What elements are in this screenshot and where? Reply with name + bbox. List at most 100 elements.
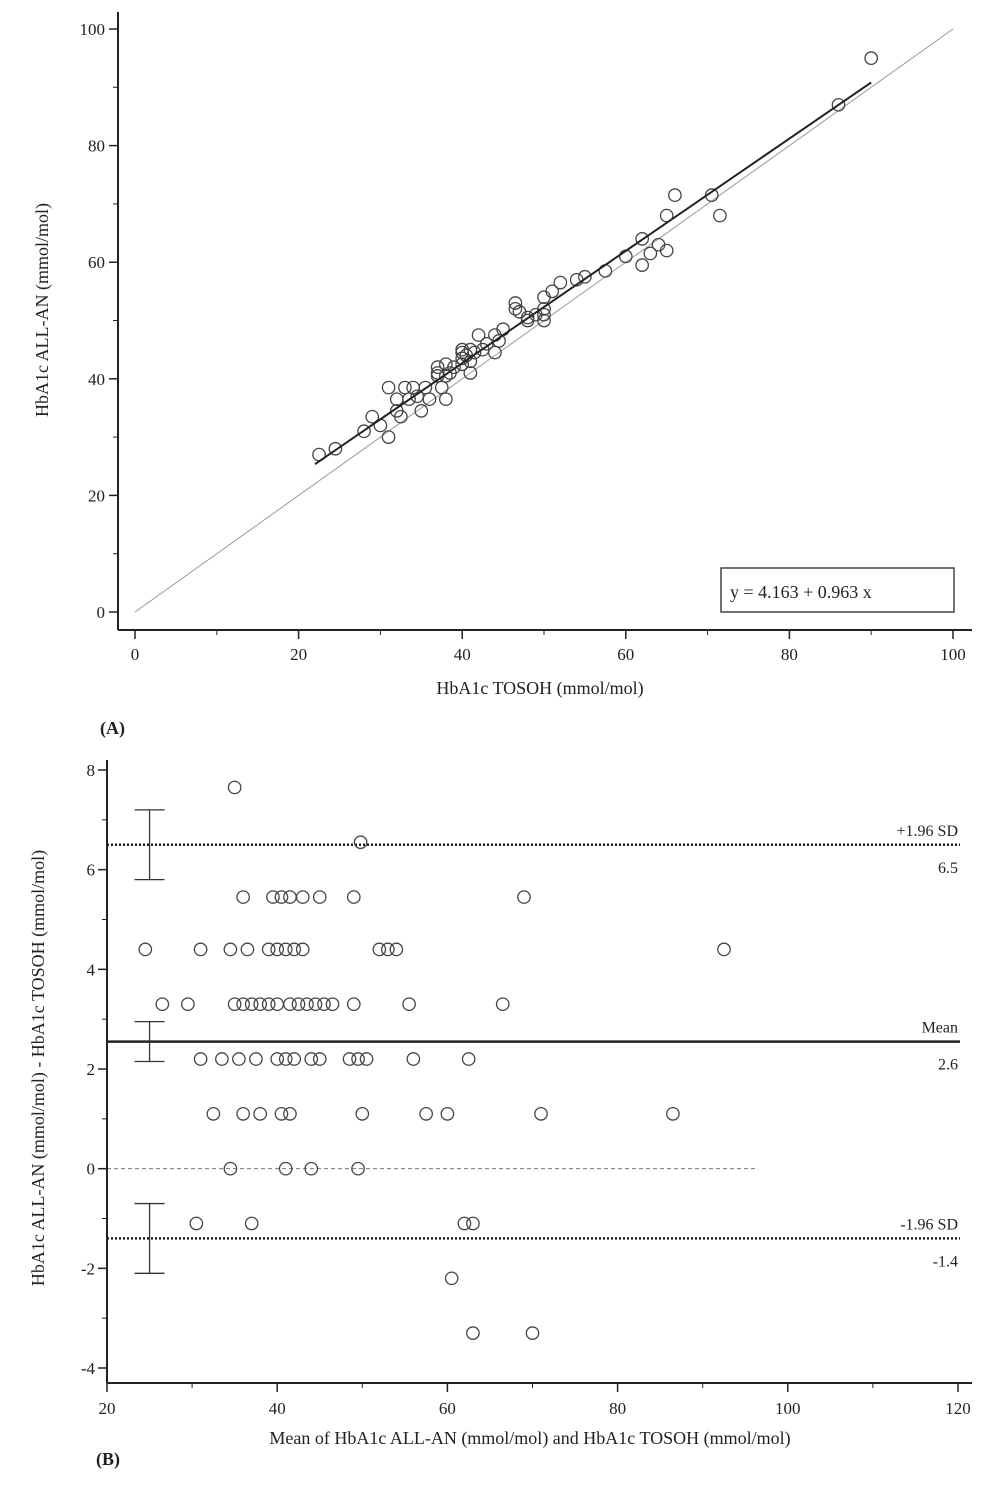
reference-line-value: 6.5 <box>938 860 958 877</box>
data-point <box>461 1052 476 1066</box>
data-point <box>471 328 486 342</box>
data-point <box>236 890 251 904</box>
data-point <box>227 780 242 795</box>
panel-label-b: (B) <box>96 1449 120 1470</box>
regression-panel: 0 20 40 60 80 100 0 20 40 60 80 100 y = 4.163 + 0.9… <box>32 12 972 739</box>
data-point <box>635 258 650 272</box>
data-point <box>440 1107 455 1121</box>
data-point <box>635 232 650 246</box>
regression-line <box>314 81 872 466</box>
y-tick-label: 100 <box>80 20 106 39</box>
data-point <box>517 890 531 904</box>
x-axis-title: HbA1c TOSOH (mmol/mol) <box>436 678 643 699</box>
data-point <box>381 380 396 395</box>
data-point <box>666 1107 680 1121</box>
data-point <box>283 1107 297 1121</box>
y-tick-label: 2 <box>87 1060 96 1079</box>
x-tick-label: 0 <box>131 645 140 664</box>
data-point <box>520 310 535 325</box>
equation-box: y = 4.163 + 0.963 x <box>720 567 955 613</box>
data-point <box>304 1052 319 1066</box>
data-point <box>537 313 551 328</box>
reference-line-name: -1.96 SD <box>900 1216 958 1233</box>
data-point <box>270 997 285 1012</box>
x-tick-label: 40 <box>269 1399 286 1418</box>
data-point <box>249 1052 263 1066</box>
data-point <box>223 942 238 957</box>
reference-line-name: Mean <box>922 1020 958 1037</box>
tick-labels: 20 40 60 80 100 120 -4 -2 0 2 4 6 8 <box>81 761 971 1418</box>
data-point <box>351 1161 365 1176</box>
data-point <box>223 1161 238 1176</box>
data-point <box>643 246 658 261</box>
data-point <box>244 1216 259 1231</box>
data-point <box>713 208 727 223</box>
x-tick-label: 120 <box>945 1399 971 1418</box>
data-point <box>466 1326 480 1340</box>
data-point <box>430 360 445 374</box>
reference-line-value: 2.6 <box>938 1057 958 1074</box>
data-point <box>206 1107 221 1121</box>
data-point <box>537 307 551 322</box>
data-point <box>422 392 437 407</box>
y-tick-label: 6 <box>87 861 96 880</box>
data-point <box>346 997 361 1012</box>
y-tick-label: -2 <box>81 1259 95 1278</box>
data-point <box>283 890 297 904</box>
data-point <box>270 1052 285 1066</box>
data-point <box>534 1107 548 1121</box>
data-point <box>278 1052 293 1066</box>
y-tick-label: 20 <box>88 486 105 505</box>
data-point <box>261 997 276 1012</box>
data-point <box>328 441 343 456</box>
y-tick-label: 60 <box>88 253 105 272</box>
panel-label-a: (A) <box>100 718 125 739</box>
data-point <box>274 890 289 904</box>
data-point <box>438 369 453 383</box>
scatter-points <box>138 780 731 1340</box>
regression-line-path <box>314 81 872 466</box>
data-point <box>253 997 268 1012</box>
data-point <box>253 1107 268 1121</box>
x-tick-label: 60 <box>439 1399 456 1418</box>
data-point <box>525 1326 540 1340</box>
data-point <box>274 1107 289 1121</box>
data-point <box>357 424 371 439</box>
data-point <box>419 1107 433 1121</box>
data-point <box>291 997 306 1012</box>
data-point <box>270 942 285 957</box>
tick-labels: 0 20 40 60 80 100 0 20 40 60 80 100 <box>80 20 966 664</box>
data-point <box>651 237 666 252</box>
data-point <box>864 51 879 66</box>
data-point <box>236 997 251 1012</box>
data-point <box>359 1052 374 1066</box>
data-point <box>389 942 404 957</box>
data-point <box>372 942 387 957</box>
x-tick-label: 80 <box>609 1399 626 1418</box>
data-point <box>365 409 380 424</box>
data-point <box>438 357 453 372</box>
y-tick-label: 4 <box>87 960 96 979</box>
data-point <box>598 264 613 278</box>
y-tick-label: 0 <box>97 603 106 622</box>
data-point <box>402 997 416 1012</box>
y-tick-label: 0 <box>87 1160 96 1179</box>
data-point <box>537 290 551 305</box>
data-point <box>155 997 170 1012</box>
data-point <box>496 322 510 337</box>
x-tick-label: 60 <box>617 645 634 664</box>
data-point <box>353 835 368 850</box>
data-point <box>455 357 470 372</box>
data-point <box>261 942 276 957</box>
data-point <box>466 1216 480 1231</box>
x-tick-label: 40 <box>454 645 471 664</box>
data-point <box>351 1052 365 1066</box>
data-point <box>193 1052 208 1066</box>
data-point <box>180 997 195 1012</box>
data-point <box>380 942 395 957</box>
reference-line-name: +1.96 SD <box>897 823 958 840</box>
data-point <box>545 284 560 299</box>
data-point <box>668 188 682 203</box>
data-point <box>244 997 259 1012</box>
